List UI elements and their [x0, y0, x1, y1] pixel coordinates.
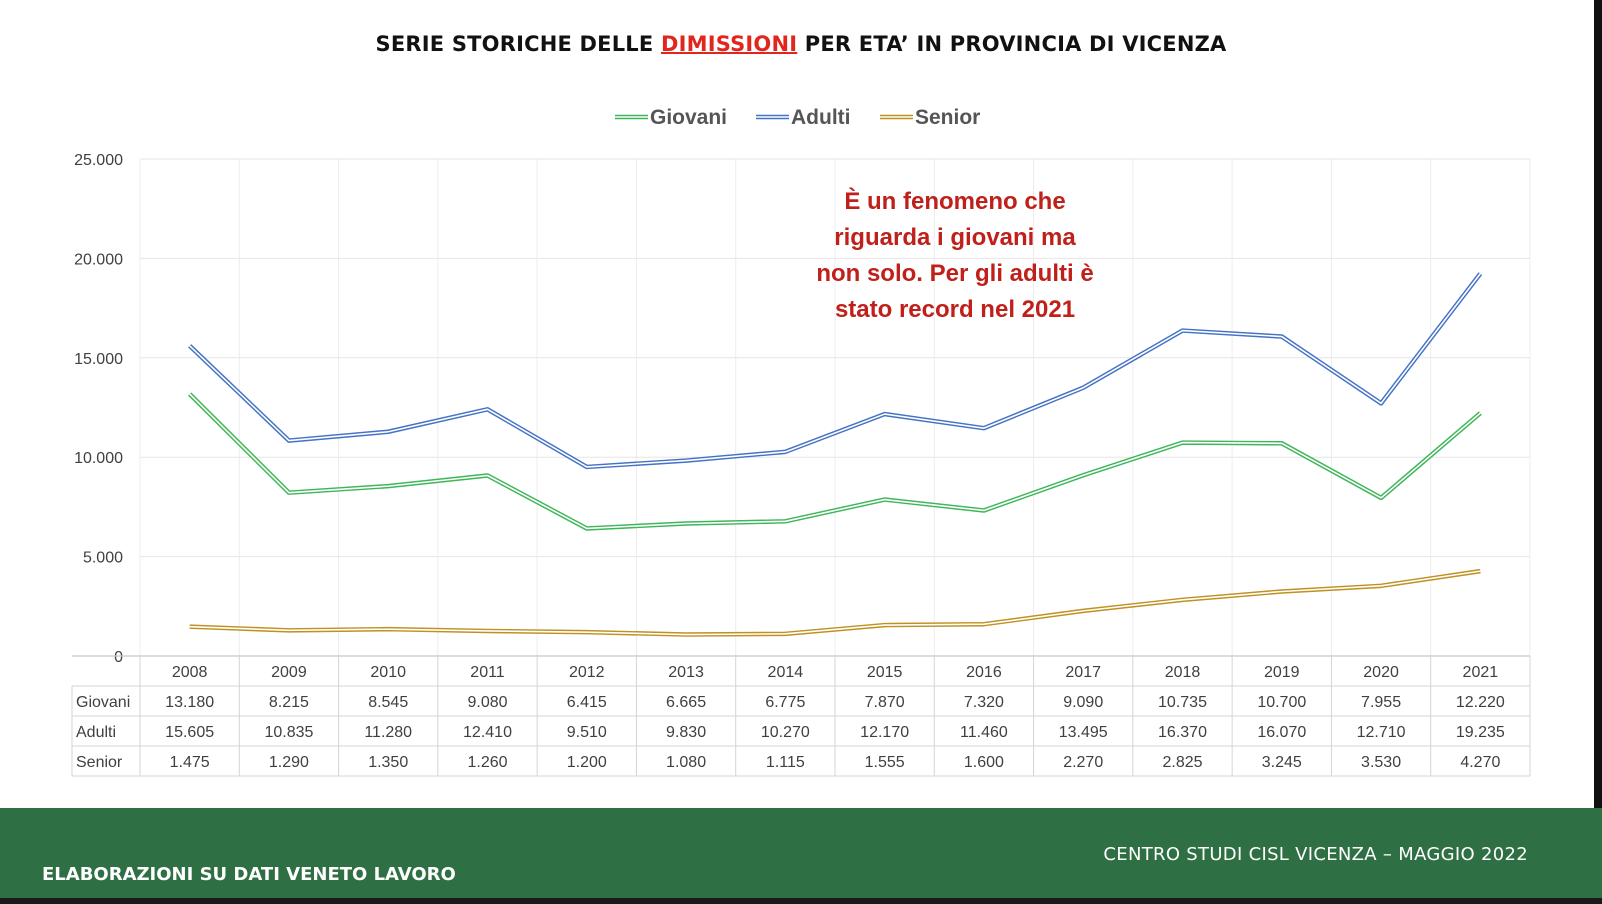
legend-label-giovani: Giovani: [650, 106, 727, 129]
series-line-inner-senior: [189, 570, 1481, 636]
y-tick-label: 25.000: [74, 152, 123, 169]
table-series-label: Adulti: [76, 724, 116, 741]
x-tick-label: 2018: [1165, 664, 1201, 681]
table-cell-value: 9.080: [467, 694, 507, 711]
table-cell-value: 12.220: [1456, 694, 1505, 711]
table-cell-value: 11.460: [960, 724, 1008, 741]
table-cell-value: 1.555: [865, 754, 905, 771]
y-tick-label: 5.000: [83, 550, 123, 567]
x-tick-label: 2020: [1363, 664, 1399, 681]
x-tick-label: 2014: [768, 664, 804, 681]
table-cell-value: 13.180: [165, 694, 214, 711]
annotation-line: È un fenomeno che: [844, 187, 1065, 215]
table-cell-value: 12.410: [463, 724, 512, 741]
y-tick-label: 15.000: [74, 351, 123, 368]
table-cell-value: 10.700: [1257, 694, 1306, 711]
table-cell-value: 2.825: [1162, 754, 1202, 771]
footer-credit: CENTRO STUDI CISL VICENZA – MAGGIO 2022: [1103, 844, 1528, 865]
table-series-label: Giovani: [76, 694, 130, 711]
x-tick-label: 2017: [1065, 664, 1101, 681]
table-cell-value: 10.835: [264, 724, 313, 741]
x-tick-label: 2009: [271, 664, 307, 681]
table-cell-value: 12.710: [1357, 724, 1406, 741]
x-tick-label: 2016: [966, 664, 1002, 681]
table-cell-value: 2.270: [1063, 754, 1103, 771]
x-tick-label: 2013: [668, 664, 704, 681]
x-tick-label: 2021: [1463, 664, 1499, 681]
line-chart: 0 5.000 10.000 15.000 20.000 25.000 2008 2009 20…: [71, 106, 1531, 777]
legend-label-adulti: Adulti: [791, 106, 850, 129]
table-cell-value: 8.215: [269, 694, 309, 711]
title-suffix: PER ETA’ IN PROVINCIA DI VICENZA: [797, 32, 1227, 56]
table-cell-value: 1.475: [170, 754, 210, 771]
x-tick-label: 2010: [370, 664, 406, 681]
table-cell-value: 19.235: [1456, 724, 1505, 741]
series-line-inner-giovani: [189, 393, 1481, 530]
table-series-label: Senior: [76, 754, 123, 771]
table-cell-value: 6.415: [567, 694, 607, 711]
table-cell-value: 1.350: [368, 754, 408, 771]
title-highlight: DIMISSIONI: [660, 32, 798, 56]
y-tick-label: 10.000: [74, 450, 123, 467]
table-cell-value: 1.290: [269, 754, 309, 771]
page-title: SERIE STORICHE DELLE DIMISSIONI PER ETA’…: [0, 32, 1602, 56]
table-cell-value: 13.495: [1059, 724, 1108, 741]
table-cell-value: 1.115: [766, 754, 805, 771]
table-cell-value: 7.955: [1361, 694, 1401, 711]
y-tick-label: 0: [114, 649, 123, 666]
annotation-line: non solo. Per gli adulti è: [816, 260, 1093, 287]
annotation-line: stato record nel 2021: [835, 296, 1075, 323]
table-cell-value: 6.775: [765, 694, 805, 711]
table-cell-value: 7.870: [865, 694, 905, 711]
legend-label-senior: Senior: [915, 106, 980, 129]
x-tick-label: 2008: [172, 664, 208, 681]
y-tick-label: 20.000: [74, 251, 123, 268]
x-tick-label: 2012: [569, 664, 605, 681]
series-line-inner-adulti: [189, 273, 1481, 468]
x-tick-label: 2011: [470, 664, 505, 681]
table-cell-value: 9.510: [567, 724, 607, 741]
table-cell-value: 16.370: [1158, 724, 1207, 741]
table-cell-value: 12.170: [860, 724, 909, 741]
annotation-line: riguarda i giovani ma: [834, 224, 1076, 251]
table-cell-value: 9.830: [666, 724, 706, 741]
table-cell-value: 11.280: [364, 724, 412, 741]
table-cell-value: 1.200: [567, 754, 607, 771]
x-tick-label: 2019: [1264, 664, 1300, 681]
table-cell-value: 1.600: [964, 754, 1004, 771]
table-cell-value: 3.245: [1262, 754, 1302, 771]
slide-edge: [1594, 0, 1602, 808]
table-cell-value: 10.735: [1158, 694, 1207, 711]
table-cell-value: 1.260: [467, 754, 507, 771]
table-cell-value: 10.270: [761, 724, 810, 741]
table-cell-value: 9.090: [1063, 694, 1103, 711]
table-cell-value: 8.545: [368, 694, 408, 711]
footer-source: ELABORAZIONI SU DATI VENETO LAVORO: [42, 864, 456, 885]
table-cell-value: 4.270: [1460, 754, 1500, 771]
table-cell-value: 16.070: [1257, 724, 1306, 741]
x-tick-label: 2015: [867, 664, 903, 681]
footer-bottom-strip: [0, 898, 1602, 904]
table-cell-value: 6.665: [666, 694, 706, 711]
title-prefix: SERIE STORICHE DELLE: [375, 32, 661, 56]
table-cell-value: 3.530: [1361, 754, 1401, 771]
footer-bar: ELABORAZIONI SU DATI VENETO LAVORO CENTR…: [0, 808, 1602, 898]
table-cell-value: 15.605: [165, 724, 214, 741]
table-cell-value: 1.080: [666, 754, 706, 771]
table-cell-value: 7.320: [964, 694, 1004, 711]
